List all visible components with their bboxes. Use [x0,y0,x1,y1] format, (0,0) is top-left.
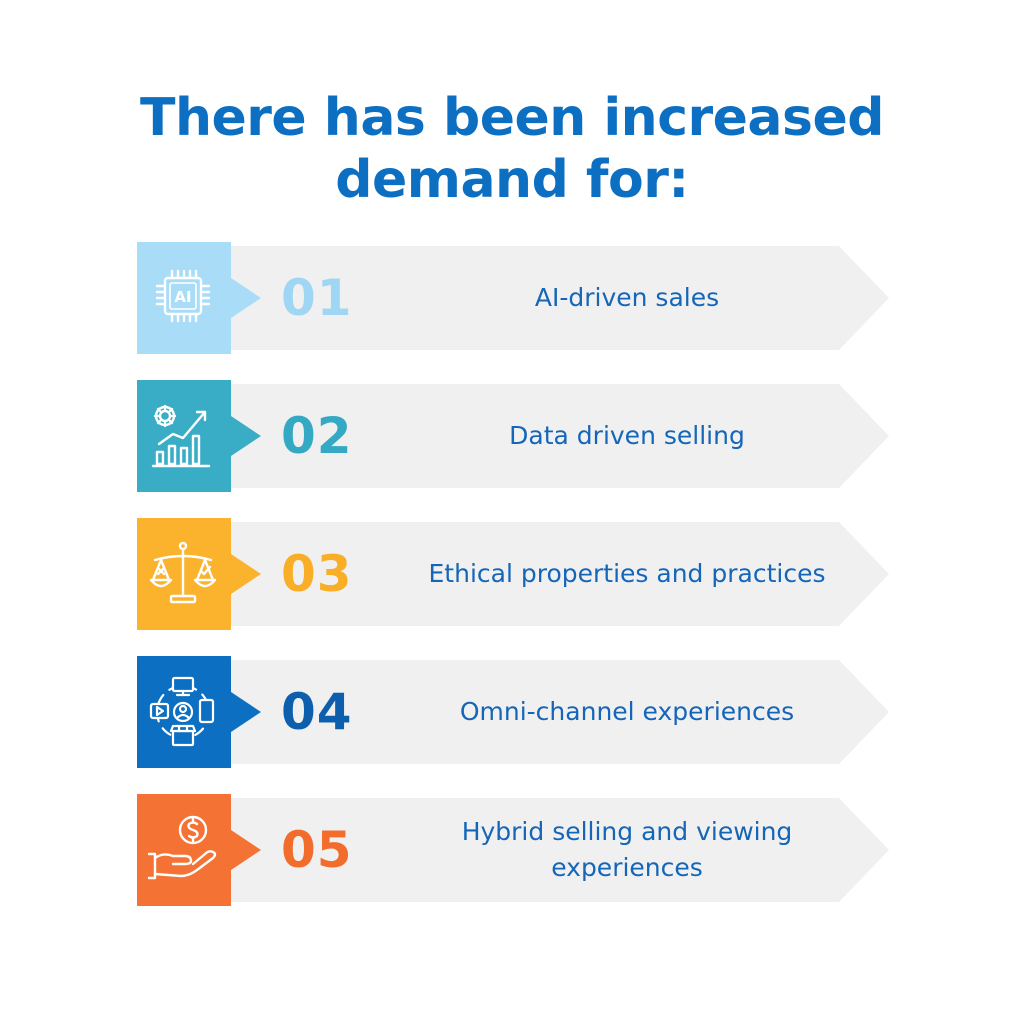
item-label: Omni-channel experiences [459,697,795,726]
page-title: There has been increased demand for: [0,87,1024,211]
ai-chip-icon: AI [145,262,221,334]
title-line-2: demand for: [335,149,689,210]
item-label: Ethical properties and practices [428,559,826,588]
list-item: 02 Data driven selling [137,380,889,492]
gear-growth-chart-icon [145,400,221,472]
hand-coin-icon [145,814,221,886]
arrow-band [219,660,889,764]
arrow-band [219,798,889,902]
item-number: 04 [281,683,353,741]
list-item: 05 Hybrid selling and viewing experience… [137,794,889,906]
item-label: Hybrid selling and viewing experiences [461,817,793,882]
item-number: 02 [281,407,353,465]
list-item: AI 01 AI-driven sales [137,242,889,354]
item-label: AI-driven sales [534,283,720,312]
arrow-band [219,384,889,488]
arrow-band [219,522,889,626]
item-number: 01 [281,269,353,327]
list-item: 03 Ethical properties and practices [137,518,889,630]
omni-channel-icon [145,676,221,748]
arrow-band [219,246,889,350]
item-number: 05 [281,821,353,879]
title-line-1: There has been increased [140,87,884,148]
balance-scale-icon [145,538,221,610]
ai-chip-text: AI [174,288,191,306]
item-label: Data driven selling [509,421,745,450]
list-item: 04 Omni-channel experiences [137,656,889,768]
item-number: 03 [281,545,353,603]
